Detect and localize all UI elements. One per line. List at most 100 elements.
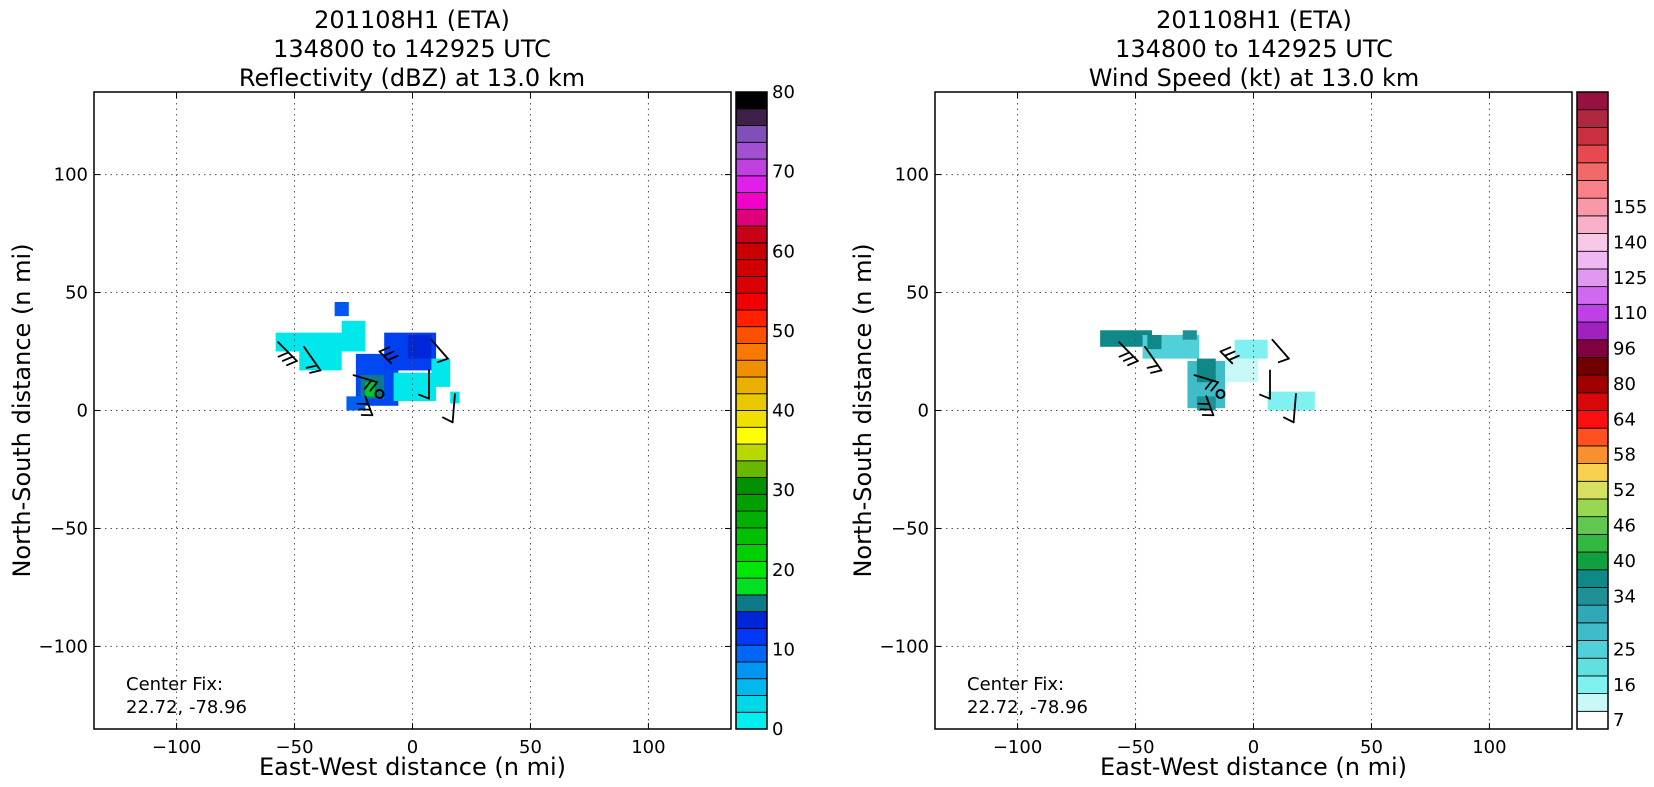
colorbar-tick-label: 155: [1613, 197, 1647, 218]
wind-barb: [378, 346, 399, 365]
colorbar-bin: [735, 678, 768, 696]
colorbar-tick-label: 25: [1613, 639, 1636, 660]
colorbar-bin: [1576, 357, 1609, 376]
colorbar-bin: [1576, 339, 1609, 358]
wind-barb: [303, 345, 322, 374]
wind-barb: [442, 393, 456, 424]
colorbar-bin: [1576, 657, 1609, 677]
wind-barb-feather: [1146, 364, 1159, 369]
colorbar-bin: [735, 208, 768, 227]
colorbar-bin: [1576, 463, 1609, 482]
wind-barb-staff: [1193, 374, 1220, 384]
colorbar-tick-label: 70: [772, 162, 795, 183]
colorbar-bin: [1576, 268, 1609, 288]
colorbar-tick-label: 50: [772, 321, 795, 342]
colorbar-tick-label: 7: [1613, 710, 1624, 731]
wind-barb: [418, 369, 430, 400]
wind-barb-staff: [277, 341, 298, 362]
wind-barb-feather: [418, 393, 430, 400]
wind-barb-feather: [369, 381, 379, 392]
y-tick-label: 50: [65, 283, 88, 304]
wind-barb-staff: [1205, 395, 1215, 417]
radar-patch: [1234, 339, 1268, 359]
wind-barb-feather: [382, 350, 395, 357]
colorbar-bin: [1576, 162, 1609, 181]
wind-barb-feather: [1259, 393, 1271, 400]
wind-barb-staff: [1144, 345, 1163, 372]
wind-barb-staff: [378, 350, 393, 365]
colorbar-bin: [1576, 445, 1609, 464]
wind-barb-staff: [364, 395, 374, 417]
colorbar-frame: [1576, 91, 1609, 730]
x-axis-label: East-West distance (n mi): [259, 753, 566, 781]
radar-patch: [431, 358, 451, 387]
x-tick-label: −100: [993, 737, 1042, 758]
colorbar-tick-label: 80: [772, 82, 795, 103]
colorbar-bin: [1576, 604, 1609, 624]
chart-title-line-2: 134800 to 142925 UTC: [1115, 35, 1393, 63]
center-fix-annotation-line-2: 22.72, -78.96: [967, 697, 1088, 718]
colorbar-bin: [1576, 693, 1609, 712]
radar-patch: [346, 396, 366, 411]
x-tick-label: 100: [1472, 737, 1506, 758]
wind-barb-staff: [1219, 350, 1234, 365]
colorbar-bin: [735, 577, 768, 596]
colorbar-bin: [735, 644, 768, 663]
wind-barb-feather: [305, 364, 318, 369]
colorbar-bin: [735, 376, 768, 395]
wind-barb-feather: [1127, 360, 1139, 367]
colorbar: 7 16 25 34 40 46 52 58 64 80 96 110 125 140 155: [1576, 91, 1647, 731]
plot-area: [935, 92, 1572, 729]
colorbar-bin: [735, 242, 768, 261]
colorbar-bin: [735, 510, 768, 529]
colorbar-bin: [735, 594, 768, 613]
colorbar-tick-label: 140: [1613, 232, 1647, 253]
chart-title-line-3: Wind Speed (kt) at 13.0 km: [1089, 64, 1420, 92]
colorbar-bin: [735, 125, 768, 143]
colorbar-bin: [1576, 640, 1609, 659]
wind-barb: [277, 341, 298, 367]
wind-barb: [430, 338, 449, 364]
colorbar-tick-label: 40: [772, 401, 795, 422]
radar-patch: [299, 351, 342, 371]
colorbar-bin: [735, 544, 768, 562]
colorbar-bin: [735, 661, 768, 680]
wind-barb: [1271, 338, 1290, 364]
colorbar-tick-label: 60: [772, 241, 795, 262]
y-tick-label: 100: [895, 165, 929, 186]
x-tick-label: 0: [1248, 737, 1259, 758]
colorbar-bin: [735, 611, 768, 629]
colorbar-bin: [735, 275, 768, 294]
colorbar-bin: [1576, 410, 1609, 429]
wind-barb-feather: [1210, 381, 1220, 392]
wind-barb: [1118, 341, 1139, 367]
wind-barb: [356, 395, 374, 417]
colorbar-bin: [735, 175, 768, 193]
colorbar-bin: [735, 343, 768, 361]
colorbar-bin: [735, 443, 768, 462]
colorbar-bin: [1576, 321, 1609, 341]
colorbar-tick-label: 20: [772, 560, 795, 581]
wind-barb-feather: [277, 351, 290, 358]
radar-patch: [1225, 358, 1259, 383]
colorbar-bin: [1576, 569, 1609, 588]
wind-barb-staff: [430, 338, 449, 360]
y-tick-label: 100: [54, 165, 88, 186]
colorbar-bin: [1576, 533, 1609, 553]
colorbar-bin: [1576, 392, 1609, 411]
chart-title-line-3: Reflectivity (dBZ) at 13.0 km: [239, 64, 585, 92]
colorbar-tick-label: 52: [1613, 480, 1636, 501]
colorbar-bin: [1576, 374, 1609, 394]
chart-panel-1: 201108H1 (ETA)134800 to 142925 UTCReflec…: [8, 6, 795, 781]
colorbar-bin: [735, 695, 768, 713]
x-tick-label: 100: [631, 737, 665, 758]
wind-barb: [1219, 346, 1240, 365]
wind-barb-staff: [1271, 338, 1290, 360]
chart-title-line-1: 201108H1 (ETA): [1156, 6, 1352, 34]
colorbar-bin: [735, 460, 768, 478]
wind-barb: [1144, 345, 1163, 374]
y-tick-label: 0: [77, 401, 88, 422]
colorbar-bin: [735, 141, 768, 160]
radar-patch: [1267, 391, 1315, 411]
wind-barb-feather: [1283, 416, 1295, 424]
